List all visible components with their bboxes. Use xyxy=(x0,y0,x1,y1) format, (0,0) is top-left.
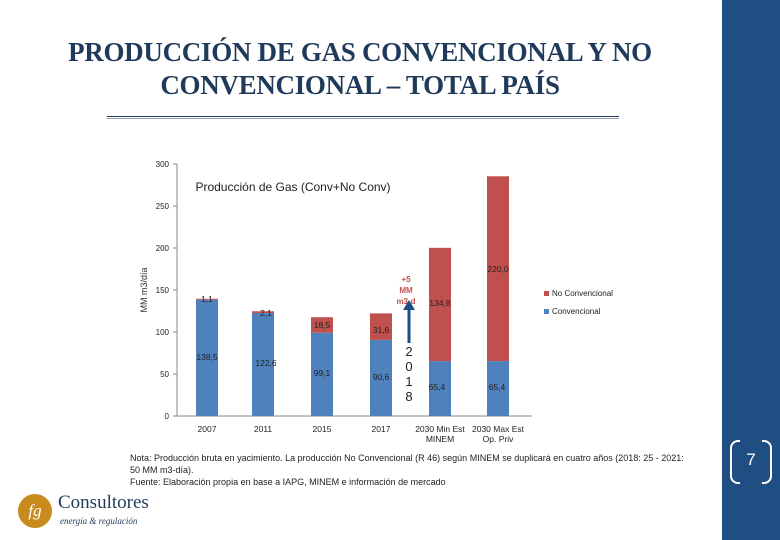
bar-no-convencional xyxy=(429,247,451,362)
x-tick-label: Op. Priv xyxy=(483,434,514,444)
chart-labels: 138,5 1,1 122,6 2,1 99,1 18,5 90,6 31,6 65,4 134,… xyxy=(196,264,613,404)
data-label-convencional: 90,6 xyxy=(373,372,390,382)
bar-convencional xyxy=(252,313,274,416)
y-tick-label: 0 xyxy=(165,412,170,421)
data-label-no-convencional: 2,1 xyxy=(260,308,272,318)
bar-convencional xyxy=(311,332,333,416)
bar-convencional xyxy=(429,361,451,416)
x-tick-label: 2007 xyxy=(198,424,217,434)
y-tick-label: 50 xyxy=(160,370,169,379)
y-tick-label: 200 xyxy=(156,244,170,253)
data-label-no-convencional: 220,0 xyxy=(487,264,509,274)
x-tick-label: 2011 xyxy=(254,424,273,434)
data-label-no-convencional: 1,1 xyxy=(201,294,213,304)
annotation-text: +5 xyxy=(401,275,411,284)
y-axis-label: MM m3/día xyxy=(139,267,149,312)
page-bracket-left xyxy=(730,440,740,484)
page-number: 7 xyxy=(746,450,756,469)
title-divider xyxy=(107,116,619,117)
note-line-2: 50 MM m3-día). xyxy=(130,465,194,475)
y-tick-label: 300 xyxy=(156,160,170,169)
bar-no-convencional xyxy=(370,313,392,340)
bar-convencional xyxy=(196,299,218,416)
x-tick-label: 2015 xyxy=(313,424,332,434)
x-tick-label: MINEM xyxy=(426,434,454,444)
data-label-convencional: 65,4 xyxy=(489,382,506,392)
title-divider-secondary xyxy=(107,118,619,119)
x-tick-label: 2017 xyxy=(372,424,391,434)
logo-name: Consultores xyxy=(58,492,149,513)
year-2018-label: 0 xyxy=(405,359,412,374)
annotation-arrow-head xyxy=(403,300,415,310)
bar-no-convencional xyxy=(196,298,218,300)
legend-label: Convencional xyxy=(552,307,601,316)
x-tick-label: 2030 Min Est xyxy=(415,424,465,434)
year-2018-label: 8 xyxy=(405,389,412,404)
footnote: Nota: Producción bruta en yacimiento. La… xyxy=(130,452,710,488)
data-label-convencional: 122,6 xyxy=(255,358,277,368)
chart-bars xyxy=(196,176,509,416)
bar-convencional xyxy=(487,361,509,416)
company-logo: fg Consultores energía & regulación xyxy=(18,492,198,534)
legend-label: No Convencional xyxy=(552,289,613,298)
chart-axes: 0 50 100 150 200 250 300 2007 2011 2015 2017 2030 M… xyxy=(156,160,532,444)
data-label-convencional: 138,5 xyxy=(196,352,218,362)
data-label-no-convencional: 31,6 xyxy=(373,325,390,335)
bar-no-convencional xyxy=(311,317,333,333)
year-2018-label: 2 xyxy=(405,344,412,359)
page-bracket-right xyxy=(762,440,772,484)
title-line-2: CONVENCIONAL – TOTAL PAÍS xyxy=(160,70,560,100)
bar-no-convencional xyxy=(487,176,509,362)
bar-convencional xyxy=(370,339,392,416)
logo-mark-icon: fg xyxy=(18,494,52,528)
x-tick-label: 2030 Max Est xyxy=(472,424,525,434)
chart-title: Producción de Gas (Conv+No Conv) xyxy=(195,180,390,194)
y-tick-label: 250 xyxy=(156,202,170,211)
slide-title: PRODUCCIÓN DE GAS CONVENCIONAL Y NO CONV… xyxy=(40,36,680,102)
data-label-convencional: 65,4 xyxy=(429,382,446,392)
y-tick-label: 100 xyxy=(156,328,170,337)
gas-production-chart: 0 50 100 150 200 250 300 2007 2011 2015 2017 2030 M… xyxy=(139,160,613,444)
legend-swatch xyxy=(544,309,549,314)
data-label-no-convencional: 18,5 xyxy=(314,320,331,330)
annotation-text: m3-d xyxy=(396,297,415,306)
annotation-text: MM xyxy=(399,286,413,295)
title-line-1: PRODUCCIÓN DE GAS CONVENCIONAL Y NO xyxy=(68,37,652,67)
data-label-convencional: 99,1 xyxy=(314,368,331,378)
legend-swatch xyxy=(544,291,549,296)
note-line-1: Nota: Producción bruta en yacimiento. La… xyxy=(130,453,684,463)
logo-tagline: energía & regulación xyxy=(60,516,138,526)
year-2018-label: 1 xyxy=(405,374,412,389)
data-label-no-convencional: 134,8 xyxy=(429,298,451,308)
note-line-3: Fuente: Elaboración propia en base a IAP… xyxy=(130,477,446,487)
bar-no-convencional xyxy=(252,311,274,314)
y-tick-label: 150 xyxy=(156,286,170,295)
